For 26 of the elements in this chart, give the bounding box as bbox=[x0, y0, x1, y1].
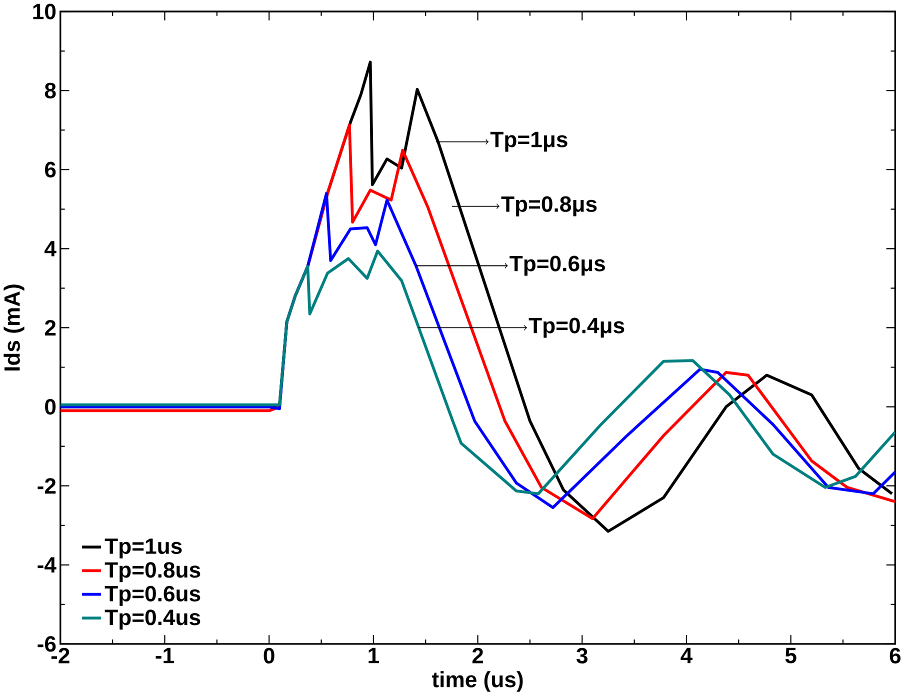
y-tick-label: 0 bbox=[45, 398, 56, 414]
x-tick-label: 5 bbox=[785, 648, 796, 664]
x-tick-label: -1 bbox=[156, 648, 174, 663]
x-tick-label: 1 bbox=[368, 648, 379, 663]
x-tick-label: 0 bbox=[264, 648, 274, 664]
legend-label: Tp=1us bbox=[104, 538, 182, 558]
y-tick-label: -4 bbox=[38, 557, 56, 572]
x-tick-label: 6 bbox=[890, 648, 901, 664]
legend-label: Tp=0.8us bbox=[104, 562, 200, 582]
x-tick-label: 2 bbox=[472, 648, 484, 664]
x-tick-label: 3 bbox=[576, 648, 588, 664]
y-axis-title: Ids (mA) bbox=[4, 284, 24, 370]
annotation: Tp=0.4μs bbox=[528, 318, 624, 338]
legend-label: Tp=0.4us bbox=[104, 609, 200, 630]
y-tick-label: 10 bbox=[33, 3, 56, 20]
x-tick-label: 4 bbox=[680, 648, 692, 663]
y-tick-label: 8 bbox=[44, 82, 56, 98]
x-axis-title: time (us) bbox=[432, 670, 523, 692]
annotation: Tp=0.6μs bbox=[510, 256, 605, 276]
y-tick-label: 6 bbox=[45, 162, 56, 178]
annotation: Tp=0.8μs bbox=[501, 196, 597, 216]
y-tick-label: -2 bbox=[38, 478, 56, 494]
annotation: Tp=1μs bbox=[490, 132, 568, 152]
y-tick-label: 4 bbox=[44, 240, 56, 256]
legend-label: Tp=0.6us bbox=[104, 586, 200, 606]
y-tick-label: 2 bbox=[44, 320, 56, 336]
